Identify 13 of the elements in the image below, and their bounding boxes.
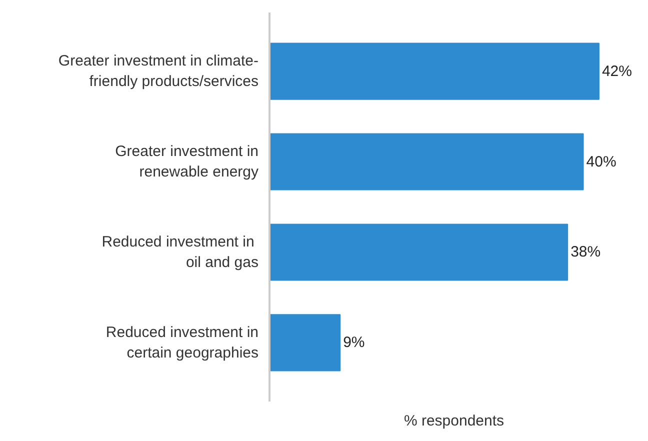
y-tick-label: Reduced investment in certain geographies: [106, 324, 259, 362]
bar: [270, 42, 600, 100]
data-label: 42%: [602, 62, 632, 80]
bar: [270, 314, 341, 372]
y-tick-label: Greater investment in climate- friendly products/services: [58, 52, 259, 90]
data-label: 38%: [570, 244, 601, 261]
y-tick-label: Greater investment in renewable energy: [115, 143, 259, 180]
bar: [270, 133, 584, 190]
x-axis-title: % respondents: [404, 412, 504, 430]
y-tick-label: Reduced investment in oil and gas: [102, 234, 259, 271]
bar: [270, 224, 568, 281]
data-label: 40%: [586, 153, 616, 170]
data-label: 9%: [343, 334, 365, 352]
